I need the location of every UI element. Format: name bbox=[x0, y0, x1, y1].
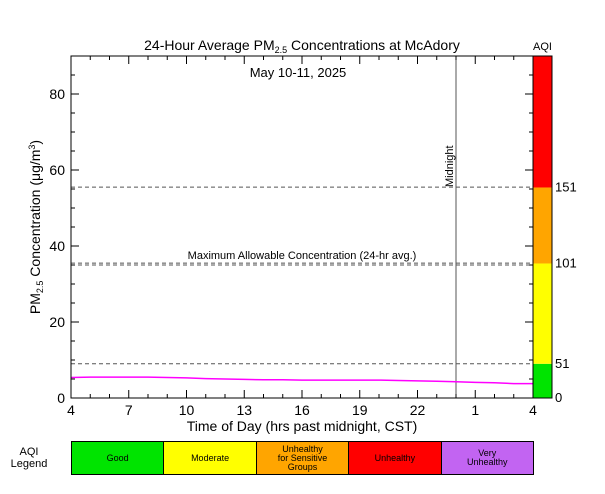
chart-subtitle: May 10-11, 2025 bbox=[250, 65, 347, 80]
y-tick-label: 60 bbox=[49, 162, 65, 178]
x-tick-label: 10 bbox=[179, 402, 195, 418]
aqi-bar-segment-1 bbox=[533, 263, 552, 364]
aqi-legend-item: Very Unhealthy bbox=[440, 441, 534, 475]
aqi-legend-item-label: Unhealthy bbox=[374, 452, 416, 463]
reference-line-label: Maximum Allowable Concentration (24-hr a… bbox=[188, 250, 417, 262]
aqi-bar-segment-3 bbox=[533, 56, 552, 188]
aqi-legend-item-label: Good bbox=[106, 452, 129, 463]
x-tick-label: 19 bbox=[352, 402, 368, 418]
aqi-bar-segment-2 bbox=[533, 187, 552, 264]
plot-frame bbox=[70, 55, 534, 399]
x-axis-label: Time of Day (hrs past midnight, CST) bbox=[187, 418, 418, 434]
aqi-legend-item-label: Moderate bbox=[191, 452, 230, 463]
y-tick-label: 20 bbox=[49, 314, 65, 330]
aqi-legend-title: AQI Legend bbox=[10, 446, 48, 470]
midnight-label: Midnight bbox=[444, 145, 456, 187]
aqi-bar-label-2: 101 bbox=[555, 255, 577, 270]
aqi-bar-title: AQI bbox=[533, 41, 552, 53]
aqi-legend-item-label: Very Unhealthy bbox=[467, 448, 508, 467]
aqi-bar-label-0: 0 bbox=[555, 390, 562, 405]
chart-title: 24-Hour Average PM2.5 Concentrations at … bbox=[144, 37, 460, 55]
x-tick-label: 1 bbox=[471, 402, 479, 418]
aqi-legend-item: Unhealthy for Sensitive Groups bbox=[255, 441, 350, 475]
aqi-bar-label-1: 51 bbox=[555, 356, 569, 371]
aqi-bar-label-3: 151 bbox=[555, 179, 577, 194]
x-tick-label: 16 bbox=[294, 402, 310, 418]
x-tick-label: 22 bbox=[410, 402, 426, 418]
y-tick-label: 0 bbox=[57, 390, 65, 406]
aqi-legend-item-label: Unhealthy for Sensitive Groups bbox=[277, 443, 328, 472]
x-tick-label: 4 bbox=[529, 402, 537, 418]
aqi-legend-item: Unhealthy bbox=[348, 441, 442, 475]
aqi-bar-segment-0 bbox=[533, 363, 552, 398]
x-tick-label: 7 bbox=[125, 402, 133, 418]
y-axis-label: PM2.5 Concentration (μg/m3) bbox=[27, 140, 45, 314]
y-tick-label: 40 bbox=[49, 238, 65, 254]
aqi-legend-item: Good bbox=[71, 441, 165, 475]
aqi-legend-item: Moderate bbox=[163, 441, 257, 475]
x-tick-label: 13 bbox=[236, 402, 252, 418]
x-tick-label: 4 bbox=[67, 402, 75, 418]
series-line-0 bbox=[70, 376, 533, 385]
y-tick-label: 80 bbox=[49, 86, 65, 102]
